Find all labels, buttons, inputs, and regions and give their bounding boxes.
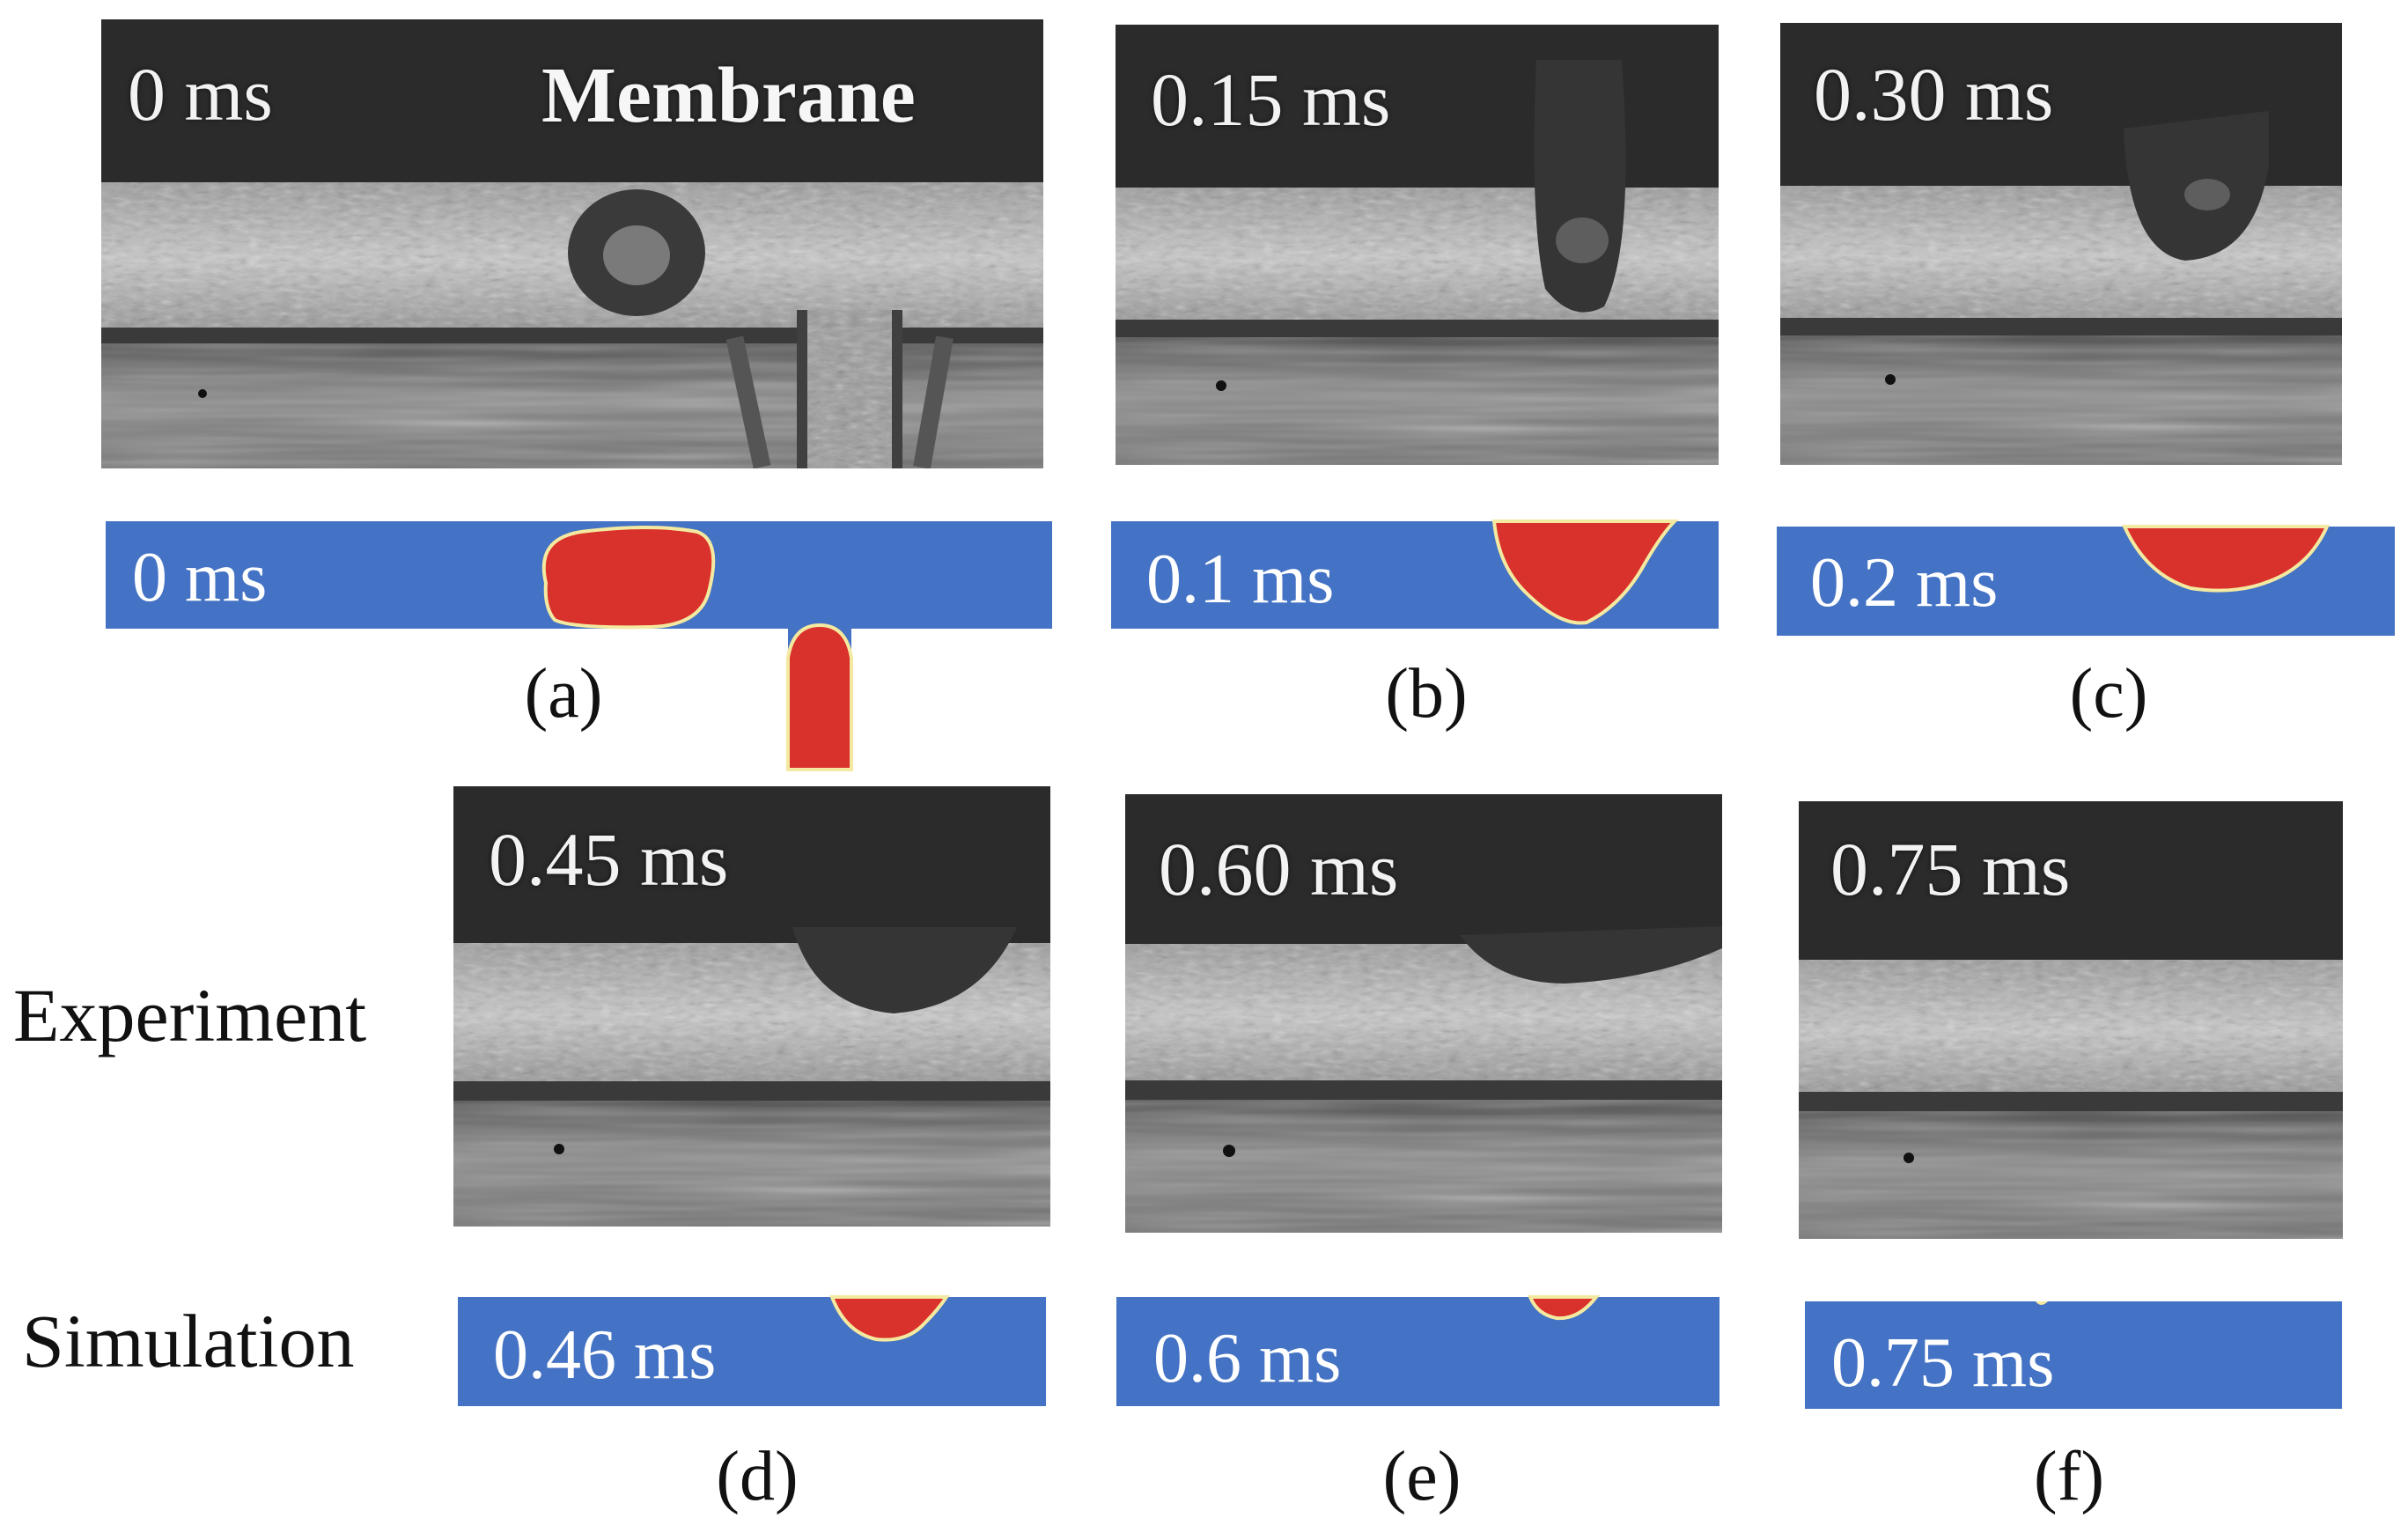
simulation-time-f: 0.75 ms — [1831, 1324, 2055, 1402]
liquid-droplet — [829, 1295, 950, 1342]
simulation-strip-d: 0.46 ms — [458, 1295, 1046, 1406]
experiment-photo-c: 0.30 ms — [1780, 23, 2342, 465]
simulation-time-e: 0.6 ms — [1153, 1320, 1342, 1397]
liquid-droplet — [1491, 519, 1679, 625]
experiment-photo-d: 0.45 ms — [453, 786, 1050, 1227]
panel-letter-b: (b) — [1385, 655, 1468, 733]
liquid-droplet — [2036, 1301, 2048, 1305]
experiment-time-d: 0.45 ms — [489, 817, 729, 902]
liquid-droplet — [541, 526, 716, 630]
experiment-photo-e: 0.60 ms — [1125, 794, 1722, 1233]
membrane-label: Membrane — [541, 52, 916, 139]
simulation-strip-f: 0.75 ms — [1805, 1301, 2342, 1409]
simulation-strip-b: 0.1 ms — [1111, 519, 1719, 629]
experiment-photo-a: 0 ms Membrane — [101, 19, 1043, 468]
experiment-photo-b: 0.15 ms — [1116, 25, 1719, 465]
simulation-time-b: 0.1 ms — [1146, 541, 1335, 618]
simulation-row-label: Simulation — [22, 1299, 355, 1383]
liquid-droplet — [1528, 1295, 1601, 1321]
simulation-strip-a: 0 ms — [106, 521, 1052, 771]
experiment-row-label: Experiment — [13, 973, 367, 1057]
experiment-time-a: 0 ms — [128, 52, 273, 136]
experiment-photo-f: 0.75 ms — [1799, 801, 2343, 1239]
simulation-time-a: 0 ms — [132, 539, 268, 616]
experiment-time-e: 0.60 ms — [1159, 827, 1399, 911]
panel-letter-c: (c) — [2069, 655, 2148, 733]
simulation-time-d: 0.46 ms — [493, 1316, 717, 1394]
simulation-strip-e: 0.6 ms — [1116, 1295, 1719, 1406]
liquid-inlet — [786, 623, 853, 771]
panel-letter-e: (e) — [1382, 1438, 1462, 1515]
liquid-droplet — [2121, 525, 2331, 593]
experiment-time-c: 0.30 ms — [1814, 52, 2054, 136]
simulation-strip-c: 0.2 ms — [1777, 525, 2395, 636]
simulation-time-c: 0.2 ms — [1810, 544, 1999, 622]
panel-letter-f: (f) — [2034, 1438, 2104, 1515]
panel-letter-d: (d) — [716, 1438, 799, 1515]
experiment-time-b: 0.15 ms — [1151, 57, 1391, 142]
panel-letter-a: (a) — [524, 655, 603, 733]
experiment-time-f: 0.75 ms — [1830, 827, 2071, 911]
